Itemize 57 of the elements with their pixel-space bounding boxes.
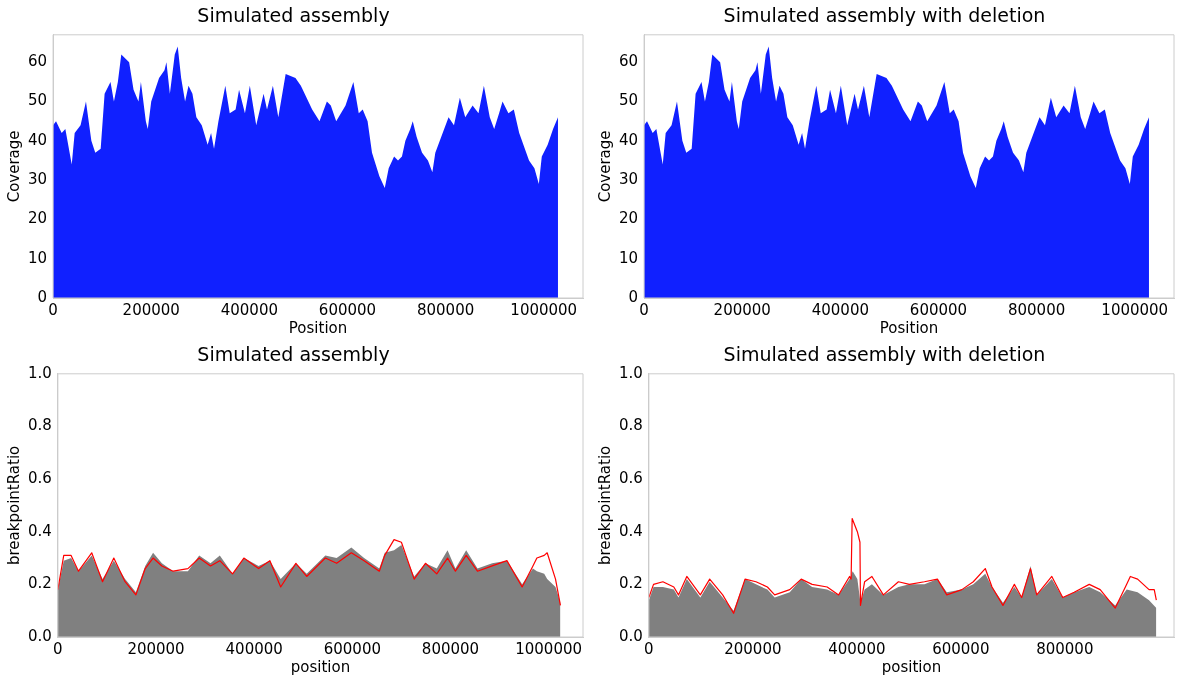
- y-tick-label: 10: [27, 248, 48, 267]
- chart-title: Simulated assembly with deletion: [723, 4, 1046, 27]
- chart-title: Simulated assembly: [197, 343, 390, 366]
- x-tick-label: 200000: [724, 639, 782, 658]
- y-tick-label: 10: [618, 248, 639, 267]
- x-tick-label: 800000: [421, 639, 480, 658]
- y-tick-label: 0: [628, 287, 639, 306]
- y-tick-label: 0.4: [28, 521, 52, 540]
- x-tick-label: 200000: [127, 639, 185, 658]
- x-tick-label: 800000: [416, 300, 475, 319]
- y-tick-label: 0.0: [28, 626, 52, 645]
- x-tick-label: 800000: [1036, 639, 1094, 658]
- y-tick-label: 0.4: [619, 521, 643, 540]
- y-tick-label: 0.6: [28, 468, 52, 487]
- x-tick-label: 400000: [811, 300, 869, 319]
- x-tick-label: 400000: [225, 639, 283, 658]
- x-tick-label: 600000: [318, 300, 377, 319]
- y-tick-label: 0.0: [619, 626, 643, 645]
- y-axis-title: Coverage: [595, 130, 614, 203]
- y-tick-label: 40: [618, 130, 639, 149]
- y-tick-label: 0: [37, 287, 48, 306]
- x-tick-label: 800000: [1007, 300, 1066, 319]
- y-axis-title: breakpointRatio: [595, 445, 614, 566]
- y-tick-label: 60: [27, 52, 48, 71]
- y-tick-label: 0.2: [619, 574, 643, 593]
- x-tick-label: 600000: [323, 639, 381, 658]
- x-tick-label: 1000000: [1101, 300, 1169, 319]
- x-tick-label: 600000: [909, 300, 968, 319]
- y-tick-label: 60: [618, 52, 639, 71]
- x-axis-title: Position: [879, 318, 939, 337]
- y-tick-label: 0.2: [28, 574, 52, 593]
- x-tick-label: 1000000: [510, 300, 578, 319]
- x-tick-label: 200000: [122, 300, 180, 319]
- chart-title: Simulated assembly with deletion: [723, 343, 1046, 366]
- x-tick-label: 600000: [932, 639, 990, 658]
- y-tick-label: 0.8: [619, 416, 643, 435]
- x-axis-title: position: [881, 657, 942, 676]
- x-axis-title: Position: [288, 318, 348, 337]
- y-tick-label: 0.6: [619, 468, 643, 487]
- y-tick-label: 30: [27, 170, 48, 189]
- y-tick-label: 40: [27, 130, 48, 149]
- y-axis-title: breakpointRatio: [4, 445, 23, 566]
- x-tick-label: 1000000: [515, 639, 583, 658]
- y-tick-label: 30: [618, 170, 639, 189]
- y-axis-title: Coverage: [4, 130, 23, 203]
- x-tick-label: 400000: [828, 639, 886, 658]
- y-tick-label: 0.8: [28, 416, 52, 435]
- x-tick-label: 400000: [220, 300, 278, 319]
- x-tick-label: 200000: [713, 300, 771, 319]
- chart-title: Simulated assembly: [197, 4, 390, 27]
- y-tick-label: 1.0: [28, 363, 52, 382]
- y-tick-label: 20: [618, 209, 639, 228]
- y-tick-label: 50: [27, 91, 48, 110]
- x-axis-title: position: [290, 657, 351, 676]
- y-tick-label: 20: [27, 209, 48, 228]
- y-tick-label: 1.0: [619, 363, 643, 382]
- y-tick-label: 50: [618, 91, 639, 110]
